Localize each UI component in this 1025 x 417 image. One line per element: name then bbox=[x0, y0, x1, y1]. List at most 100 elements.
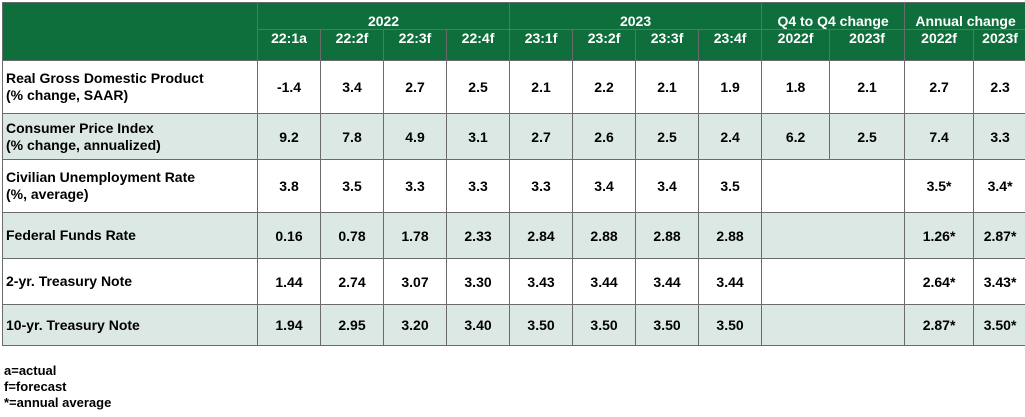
row-label: Consumer Price Index (% change, annualize… bbox=[2, 113, 258, 160]
table-cell bbox=[829, 212, 906, 259]
table-cell: 3.43 bbox=[509, 258, 574, 305]
table-cell: 3.20 bbox=[383, 304, 447, 346]
table-cell: 3.4 bbox=[572, 159, 637, 213]
table-row: Federal Funds Rate 0.16 0.78 1.78 2.33 2.84 2.… bbox=[2, 212, 1025, 259]
row-label-title: Consumer Price Index bbox=[6, 119, 154, 136]
table-cell: 3.3 bbox=[509, 159, 574, 213]
table-cell: 2.33 bbox=[445, 212, 511, 259]
group-2022: 2022 bbox=[256, 2, 511, 30]
table-row: 10-yr. Treasury Note 1.94 2.95 3.20 3.40 3.50… bbox=[2, 304, 1025, 346]
group-q4-to-q4: Q4 to Q4 change bbox=[761, 2, 906, 30]
table-cell: 3.44 bbox=[698, 258, 763, 305]
table-cell: 3.50 bbox=[509, 304, 574, 346]
table-cell: 1.8 bbox=[761, 60, 831, 114]
table-cell bbox=[761, 212, 830, 259]
group-2023: 2023 bbox=[509, 2, 763, 30]
table-cell: 2.1 bbox=[635, 60, 700, 114]
table-cell: 2.87* bbox=[904, 304, 975, 346]
table-row: Real Gross Domestic Product (% change, SA… bbox=[2, 60, 1025, 114]
row-label: 2-yr. Treasury Note bbox=[2, 258, 258, 305]
table-cell: 2.2 bbox=[572, 60, 637, 114]
row-label-title: Civilian Unemployment Rate bbox=[6, 169, 196, 185]
row-label: 10-yr. Treasury Note bbox=[2, 304, 258, 346]
table-cell: 3.40 bbox=[445, 304, 511, 346]
table-cell: 2.88 bbox=[635, 212, 700, 259]
table-cell: 1.78 bbox=[383, 212, 447, 259]
table-cell: 2.5 bbox=[635, 113, 700, 160]
table-cell bbox=[761, 159, 830, 213]
table-cell: 2.95 bbox=[320, 304, 384, 346]
footnote-forecast: f=forecast bbox=[4, 379, 67, 394]
row-label-subtitle: (% change, annualized) bbox=[6, 136, 161, 153]
table-cell: 2.6 bbox=[572, 113, 637, 160]
table-cell: 2.1 bbox=[509, 60, 574, 114]
table-cell: 1.26* bbox=[904, 212, 975, 259]
table-cell bbox=[829, 304, 906, 346]
table-row: Consumer Price Index (% change, annualize… bbox=[2, 113, 1025, 160]
table-cell: 2.64* bbox=[904, 258, 975, 305]
corner-cell bbox=[2, 2, 258, 61]
table-cell: 3.3 bbox=[445, 159, 511, 213]
row-label-subtitle: (% change, SAAR) bbox=[6, 87, 129, 103]
table-cell: 3.4* bbox=[973, 159, 1025, 213]
row-label: Federal Funds Rate bbox=[2, 212, 258, 259]
table-cell: 6.2 bbox=[761, 113, 831, 160]
table-cell: 1.94 bbox=[257, 304, 321, 346]
table-cell: 3.4 bbox=[320, 60, 384, 114]
row-label: Civilian Unemployment Rate (%, average) bbox=[2, 159, 258, 213]
footnote-actual: a=actual bbox=[4, 363, 57, 378]
table-cell: 3.1 bbox=[445, 113, 511, 160]
forecast-table: 2022 2023 Q4 to Q4 change Annual change … bbox=[2, 2, 1025, 346]
table-cell: 3.3 bbox=[383, 159, 447, 213]
table-cell: 7.4 bbox=[904, 113, 975, 160]
table-row: Civilian Unemployment Rate (%, average) 3.… bbox=[2, 159, 1025, 213]
row-label-title: 2-yr. Treasury Note bbox=[6, 273, 133, 289]
table-cell bbox=[829, 159, 906, 213]
column-header: 22:3f bbox=[383, 29, 447, 61]
footnotes: a=actual f=forecast *=annual average bbox=[4, 363, 111, 411]
table-cell: 3.30 bbox=[445, 258, 511, 305]
table-cell: 3.5* bbox=[904, 159, 975, 213]
table-cell: -1.4 bbox=[257, 60, 321, 114]
table-cell: 3.50* bbox=[973, 304, 1025, 346]
row-label-title: 10-yr. Treasury Note bbox=[6, 316, 140, 333]
row-label: Real Gross Domestic Product (% change, SA… bbox=[2, 60, 258, 114]
table-cell: 3.07 bbox=[383, 258, 447, 305]
column-header: 23:2f bbox=[572, 29, 637, 61]
table-cell: 3.3 bbox=[973, 113, 1025, 160]
table-cell: 2.4 bbox=[698, 113, 763, 160]
table-body: Real Gross Domestic Product (% change, SA… bbox=[2, 60, 1025, 346]
table-cell: 7.8 bbox=[320, 113, 384, 160]
table-cell: 3.5 bbox=[698, 159, 763, 213]
table-cell: 2.87* bbox=[973, 212, 1025, 259]
table-cell: 3.50 bbox=[572, 304, 637, 346]
row-label-title: Real Gross Domestic Product bbox=[6, 70, 204, 86]
group-annual-change: Annual change bbox=[904, 2, 1025, 30]
table-cell: 9.2 bbox=[257, 113, 321, 160]
table-cell: 1.44 bbox=[257, 258, 321, 305]
table-cell: 2.1 bbox=[829, 60, 906, 114]
table-cell: 2.5 bbox=[829, 113, 906, 160]
column-header: 22:1a bbox=[257, 29, 321, 61]
table-cell: 2.7 bbox=[383, 60, 447, 114]
column-header: 2023f bbox=[973, 29, 1025, 61]
column-header: 22:2f bbox=[320, 29, 384, 61]
table-cell: 2.88 bbox=[572, 212, 637, 259]
table-cell: 3.4 bbox=[635, 159, 700, 213]
table-cell: 2.88 bbox=[698, 212, 763, 259]
table-cell: 2.74 bbox=[320, 258, 384, 305]
row-label-subtitle: (%, average) bbox=[6, 186, 89, 202]
table-cell: 2.3 bbox=[973, 60, 1025, 114]
column-header: 23:4f bbox=[698, 29, 763, 61]
table-cell: 3.44 bbox=[635, 258, 700, 305]
table-cell: 3.5 bbox=[320, 159, 384, 213]
table-cell: 0.16 bbox=[257, 212, 321, 259]
table-row: 2-yr. Treasury Note 1.44 2.74 3.07 3.30 3.43 3… bbox=[2, 258, 1025, 305]
column-header: 23:3f bbox=[635, 29, 700, 61]
table-cell: 2.5 bbox=[445, 60, 511, 114]
table-cell bbox=[761, 258, 830, 305]
column-header: 2022f bbox=[761, 29, 831, 61]
table-cell: 4.9 bbox=[383, 113, 447, 160]
table-cell: 1.9 bbox=[698, 60, 763, 114]
footnote-annual-average: *=annual average bbox=[4, 395, 112, 410]
